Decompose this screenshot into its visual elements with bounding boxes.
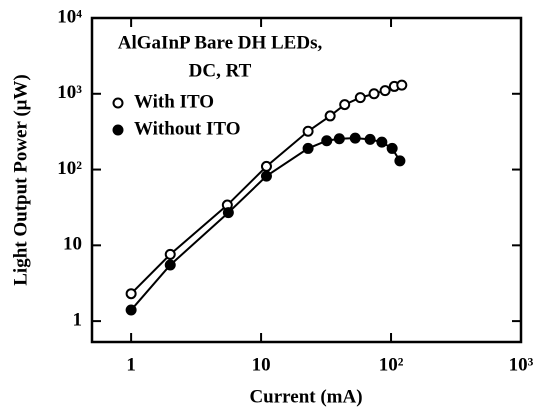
data-point [125,288,137,300]
data-point [302,125,314,137]
x-axis-label: Current (mA) [249,386,362,407]
x-tick-label: 10 [252,354,271,375]
x-tick-label: 10² [379,354,404,375]
data-point [321,135,333,147]
legend-label: Without ITO [134,118,240,139]
data-point [368,88,380,100]
plot-frame [90,16,523,344]
data-point [302,142,314,154]
legend-marker [112,97,124,109]
y-tick-label: 10² [57,158,82,179]
x-tick-label: 10³ [509,354,534,375]
y-tick-label: 10⁴ [57,6,82,27]
y-tick-label: 10³ [57,82,82,103]
y-axis-label: Light Output Power (μW) [10,74,31,286]
data-point [222,207,234,219]
data-point [379,85,391,97]
data-point [260,160,272,172]
y-tick-label: 10 [63,234,82,255]
legend-label: With ITO [134,91,214,112]
data-point [164,259,176,271]
data-point [339,99,351,111]
data-point [394,155,406,167]
data-point [349,132,361,144]
data-point [333,133,345,145]
data-point [125,304,137,316]
data-point [386,142,398,154]
data-point [354,92,366,104]
data-point [164,248,176,260]
legend-marker [112,124,124,136]
title-line: DC, RT [189,60,252,81]
data-point [260,170,272,182]
data-point [324,110,336,122]
y-tick-label: 1 [73,309,83,330]
data-point [376,136,388,148]
data-point [364,133,376,145]
title-line: AlGaInP Bare DH LEDs, [118,32,323,53]
x-tick-label: 1 [126,354,136,375]
data-point [396,79,408,91]
